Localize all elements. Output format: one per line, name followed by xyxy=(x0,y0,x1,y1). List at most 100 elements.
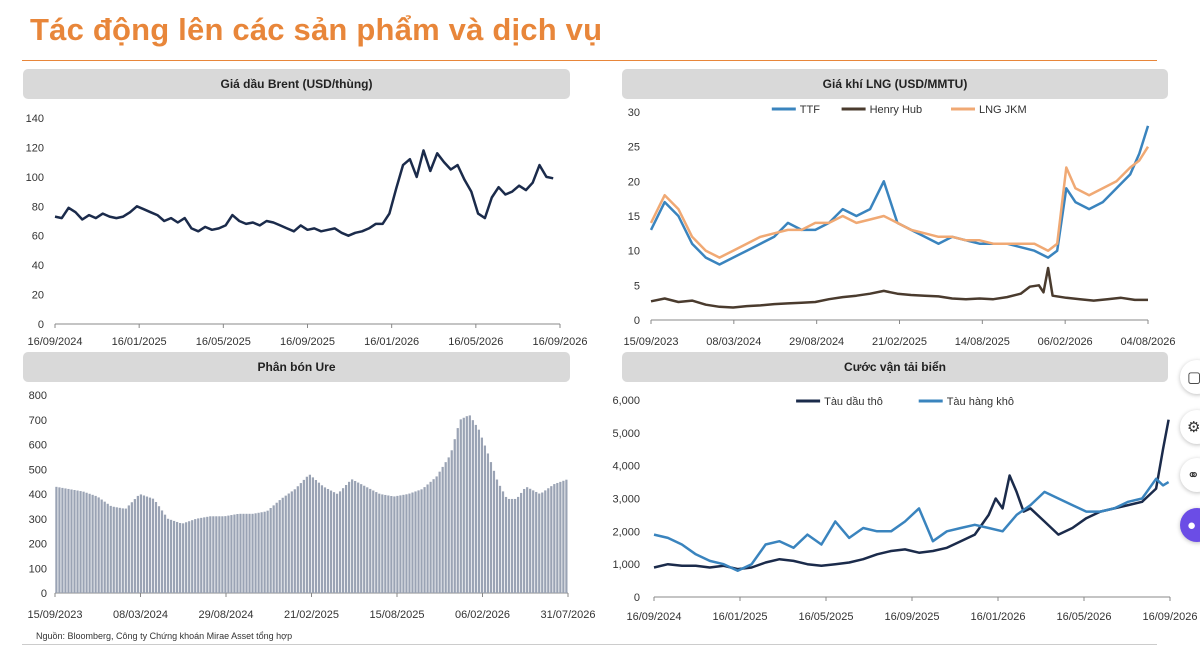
chart-title-freight: Cước vận tải biển xyxy=(622,352,1168,382)
lng-x-tick-label: 15/09/2023 xyxy=(623,336,678,348)
urea-bar xyxy=(341,488,345,593)
urea-bar xyxy=(103,501,106,593)
urea-bar xyxy=(166,518,170,593)
urea-bar xyxy=(366,487,369,593)
urea-bar xyxy=(510,498,514,593)
urea-x-tick-label: 21/02/2025 xyxy=(284,609,339,621)
chart-title-lng: Giá khí LNG (USD/MMTU) xyxy=(622,69,1168,99)
brent-y-tick-label: 100 xyxy=(26,172,44,184)
urea-x-tick-label: 15/08/2025 xyxy=(369,609,424,621)
urea-bar xyxy=(541,492,544,593)
urea-bar xyxy=(513,498,517,593)
share-icon[interactable]: ⚭ xyxy=(1180,458,1200,492)
urea-bar xyxy=(299,483,302,593)
urea-bar xyxy=(411,492,414,593)
urea-bar xyxy=(547,488,550,593)
urea-bar xyxy=(239,513,242,593)
urea-bar xyxy=(559,481,562,593)
urea-bar xyxy=(284,495,287,593)
brent-y-tick-label: 140 xyxy=(26,113,44,125)
urea-bar xyxy=(450,450,453,593)
title-divider xyxy=(22,60,1157,61)
urea-x-tick-label: 06/02/2026 xyxy=(455,609,510,621)
urea-bar xyxy=(218,516,221,593)
freight-x-tick-label: 16/01/2025 xyxy=(712,611,767,623)
urea-bar xyxy=(532,490,535,593)
urea-bar xyxy=(188,521,191,593)
urea-bar xyxy=(118,507,121,593)
urea-bar xyxy=(465,416,468,593)
lng-y-tick-label: 10 xyxy=(628,246,640,258)
urea-bar xyxy=(176,521,179,593)
urea-bar xyxy=(504,496,508,593)
urea-bar xyxy=(236,514,239,593)
urea-bar xyxy=(88,493,91,593)
urea-bar xyxy=(203,517,206,593)
urea-bar xyxy=(130,502,133,593)
urea-bar xyxy=(311,477,315,593)
urea-bar xyxy=(206,516,209,593)
freight-y-tick-label: 3,000 xyxy=(612,494,640,506)
urea-bar xyxy=(357,482,360,593)
urea-bar xyxy=(399,495,402,593)
assistant-icon[interactable]: ● xyxy=(1180,508,1200,542)
urea-bar xyxy=(272,505,275,593)
urea-bar xyxy=(344,485,348,593)
gear-icon[interactable]: ⚙ xyxy=(1180,410,1200,444)
urea-bar xyxy=(329,490,333,593)
urea-x-tick-label: 15/09/2023 xyxy=(27,609,82,621)
brent-x-tick-label: 16/05/2025 xyxy=(196,336,251,348)
urea-bar xyxy=(456,428,459,593)
lng-x-tick-label: 21/02/2025 xyxy=(872,336,927,348)
freight-y-tick-label: 1,000 xyxy=(612,559,640,571)
urea-bar xyxy=(109,505,112,593)
urea-bar xyxy=(405,494,408,593)
urea-bar xyxy=(435,476,438,593)
urea-bar xyxy=(254,513,257,593)
urea-bar xyxy=(426,484,429,593)
urea-bar xyxy=(305,476,308,593)
urea-bar xyxy=(100,499,103,593)
square-icon[interactable]: ▢ xyxy=(1180,360,1200,394)
urea-bar xyxy=(375,492,378,593)
urea-bar xyxy=(76,490,79,593)
freight-y-tick-label: 2,000 xyxy=(612,526,640,538)
freight-y-tick-label: 5,000 xyxy=(612,428,640,440)
urea-bar xyxy=(441,466,444,593)
urea-bar xyxy=(191,520,194,593)
urea-bar xyxy=(517,496,520,593)
bottom-divider xyxy=(22,644,1157,645)
lng-y-tick-label: 30 xyxy=(628,107,640,119)
urea-bar xyxy=(97,497,100,593)
urea-bar xyxy=(227,515,230,593)
urea-bar xyxy=(169,519,173,593)
urea-bar xyxy=(480,437,484,593)
urea-bar xyxy=(70,489,73,593)
urea-x-tick-label: 31/07/2026 xyxy=(540,609,595,621)
urea-bar xyxy=(498,485,502,593)
lng-series-line-lng-jkm xyxy=(649,146,1150,259)
urea-bar xyxy=(314,480,318,593)
urea-bar xyxy=(369,488,372,593)
urea-bar xyxy=(248,513,251,593)
lng-series-line-henry-hub xyxy=(650,266,1148,309)
urea-bar xyxy=(384,494,387,593)
urea-bar xyxy=(112,506,115,593)
urea-bar xyxy=(408,493,411,593)
urea-bar xyxy=(275,502,278,593)
urea-bar xyxy=(372,490,375,593)
urea-bar xyxy=(483,445,487,593)
brent-x-tick-label: 16/01/2025 xyxy=(112,336,167,348)
urea-bar xyxy=(121,508,124,593)
urea-bar xyxy=(444,462,447,593)
urea-y-tick-label: 300 xyxy=(29,514,47,526)
urea-bar xyxy=(157,506,161,593)
urea-y-tick-label: 600 xyxy=(29,440,47,452)
freight-legend-label: Tàu dầu thô xyxy=(824,396,883,408)
urea-bar xyxy=(492,470,496,593)
urea-bar xyxy=(172,520,176,593)
urea-bar xyxy=(462,417,465,593)
urea-bar xyxy=(562,480,565,593)
urea-bar xyxy=(393,496,396,593)
brent-y-tick-label: 120 xyxy=(26,142,44,154)
